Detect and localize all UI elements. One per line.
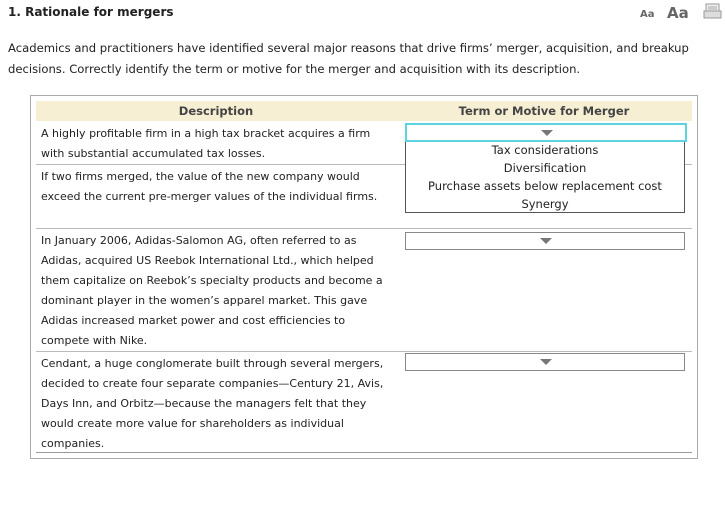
dropdown-options: Tax considerations Diversification Purch… — [405, 142, 685, 213]
option[interactable]: Synergy — [521, 197, 569, 211]
header-term: Term or Motive for Merger — [458, 104, 630, 118]
row: Cendant, a huge conglomerate built throu… — [36, 351, 692, 450]
dropdown[interactable] — [405, 123, 687, 142]
matching-table: Description Term or Motive for Merger A … — [30, 95, 698, 459]
row: In January 2006, Adidas-Salomon AG, ofte… — [36, 228, 692, 347]
description: In January 2006, Adidas-Salomon AG, ofte… — [41, 234, 383, 347]
font-smaller[interactable]: Aa — [640, 9, 655, 20]
description: A highly profitable firm in a high tax b… — [41, 127, 371, 160]
dropdown[interactable] — [405, 353, 685, 371]
table-header: Description Term or Motive for Merger — [36, 101, 692, 121]
header-description: Description — [178, 104, 254, 118]
question-title: 1. Rationale for mergers — [8, 5, 174, 19]
print-icon[interactable] — [703, 3, 723, 21]
row: If two firms merged, the value of the ne… — [36, 164, 692, 203]
table-bottom-rule — [36, 452, 692, 453]
description: Cendant, a huge conglomerate built throu… — [41, 357, 384, 450]
dropdown[interactable] — [405, 232, 685, 250]
option[interactable]: Purchase assets below replacement cost — [428, 179, 662, 193]
instructions: Academics and practitioners have identif… — [8, 41, 689, 76]
description: If two firms merged, the value of the ne… — [41, 170, 378, 203]
option[interactable]: Tax considerations — [491, 143, 599, 157]
font-larger[interactable]: Aa — [667, 4, 689, 22]
option[interactable]: Diversification — [503, 161, 587, 175]
